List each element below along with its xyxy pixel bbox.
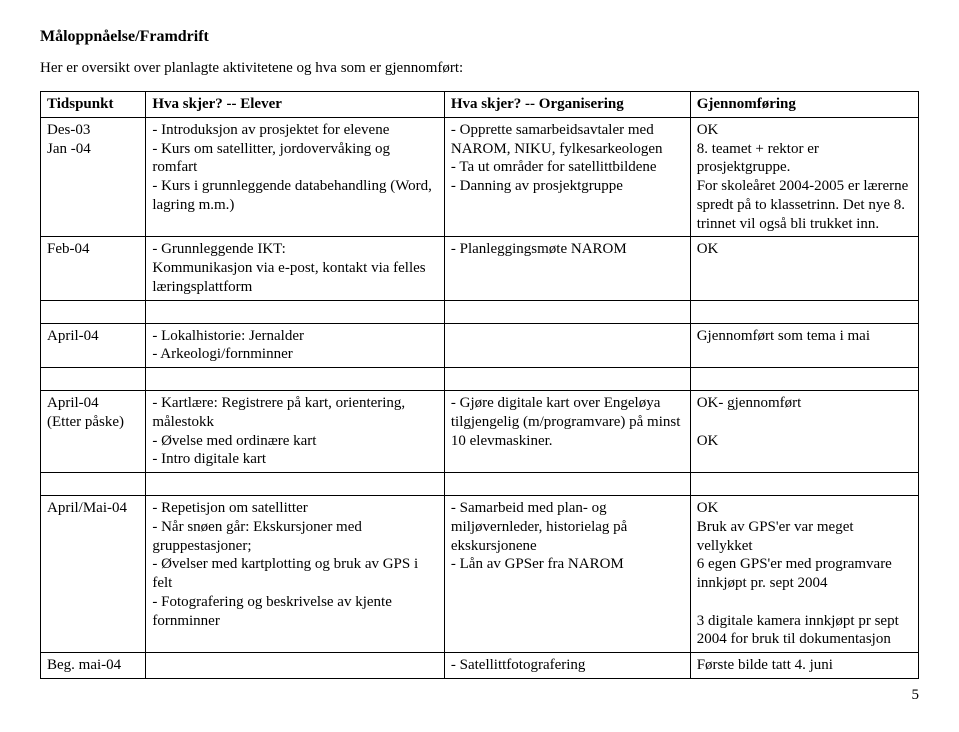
cell-tidspunkt: Des-03Jan -04 [41, 117, 146, 237]
col-gjennomforing: Gjennomføring [690, 92, 918, 118]
table-header-row: Tidspunkt Hva skjer? -- Elever Hva skjer… [41, 92, 919, 118]
cell-tidspunkt: Beg. mai-04 [41, 653, 146, 679]
page-title: Måloppnåelse/Framdrift [40, 28, 919, 46]
cell-organisering: - Gjøre digitale kart over Engeløya tilg… [444, 391, 690, 473]
cell-organisering: - Planleggingsmøte NAROM [444, 237, 690, 300]
cell-tidspunkt: Feb-04 [41, 237, 146, 300]
table-row: Des-03Jan -04 - Introduksjon av prosjekt… [41, 117, 919, 237]
cell-gjennomforing: Første bilde tatt 4. juni [690, 653, 918, 679]
intro-text: Her er oversikt over planlagte aktivitet… [40, 60, 919, 77]
cell-elever: - Lokalhistorie: Jernalder- Arkeologi/fo… [146, 323, 445, 368]
table-row: April-04(Etter påske) - Kartlære: Regist… [41, 391, 919, 473]
col-organisering: Hva skjer? -- Organisering [444, 92, 690, 118]
cell-elever [146, 653, 445, 679]
cell-gjennomforing: OK8. teamet + rektor er prosjektgruppe.F… [690, 117, 918, 237]
page-number: 5 [40, 687, 919, 704]
spacer-row [41, 368, 919, 391]
cell-organisering: - Samarbeid med plan- og miljøvernleder,… [444, 496, 690, 653]
cell-gjennomforing: Gjennomført som tema i mai [690, 323, 918, 368]
cell-tidspunkt: April/Mai-04 [41, 496, 146, 653]
table-row: Beg. mai-04 - Satellittfotografering Før… [41, 653, 919, 679]
table-row: Feb-04 - Grunnleggende IKT:Kommunikasjon… [41, 237, 919, 300]
cell-gjennomforing: OK- gjennomførtOK [690, 391, 918, 473]
table-row: April/Mai-04 - Repetisjon om satellitter… [41, 496, 919, 653]
cell-elever: - Repetisjon om satellitter- Når snøen g… [146, 496, 445, 653]
cell-tidspunkt: April-04 [41, 323, 146, 368]
cell-elever: - Grunnleggende IKT:Kommunikasjon via e-… [146, 237, 445, 300]
progress-table: Tidspunkt Hva skjer? -- Elever Hva skjer… [40, 91, 919, 679]
cell-organisering [444, 323, 690, 368]
spacer-row [41, 473, 919, 496]
cell-gjennomforing: OKBruk av GPS'er var meget vellykket6 eg… [690, 496, 918, 653]
cell-gjennomforing: OK [690, 237, 918, 300]
cell-elever: - Kartlære: Registrere på kart, orienter… [146, 391, 445, 473]
table-row: April-04 - Lokalhistorie: Jernalder- Ark… [41, 323, 919, 368]
cell-elever: - Introduksjon av prosjektet for elevene… [146, 117, 445, 237]
spacer-row [41, 300, 919, 323]
cell-organisering: - Opprette samarbeidsavtaler med NAROM, … [444, 117, 690, 237]
col-elever: Hva skjer? -- Elever [146, 92, 445, 118]
cell-tidspunkt: April-04(Etter påske) [41, 391, 146, 473]
col-tidspunkt: Tidspunkt [41, 92, 146, 118]
cell-organisering: - Satellittfotografering [444, 653, 690, 679]
